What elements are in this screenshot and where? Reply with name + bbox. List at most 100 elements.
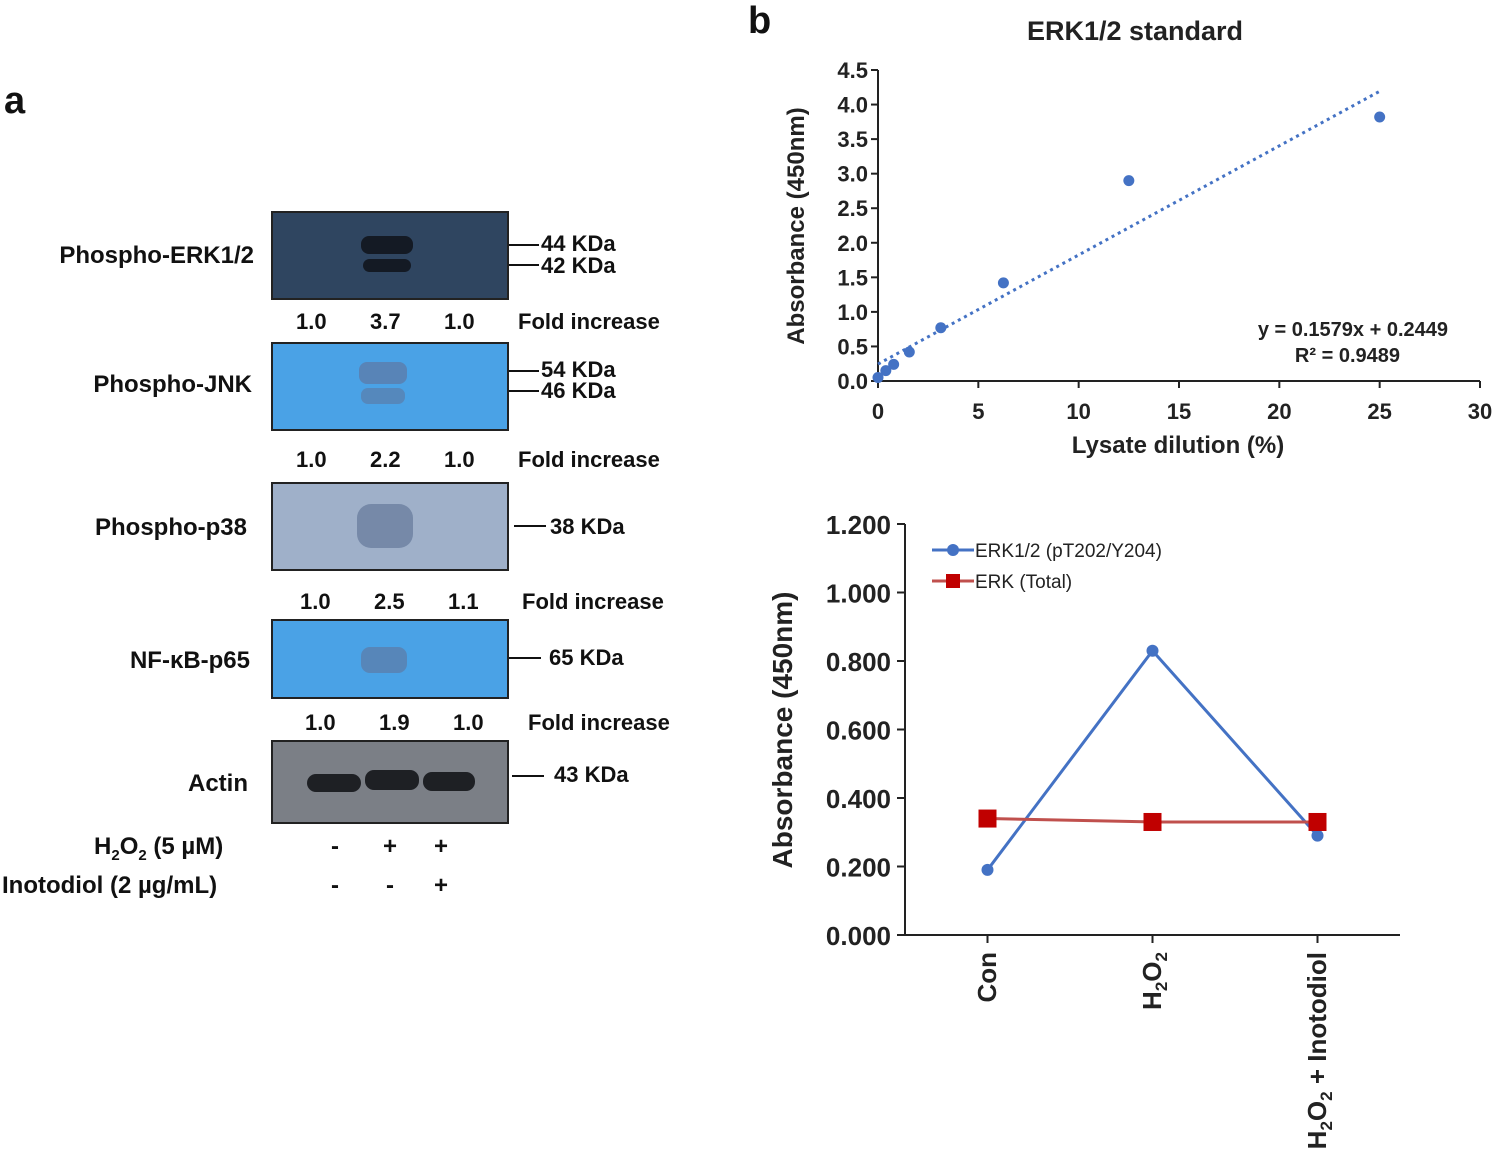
data-point (1143, 812, 1162, 831)
y-tick-label: 0.5 (837, 334, 868, 359)
y-tick-label: 2.5 (837, 196, 868, 221)
treatment-sign: - (331, 833, 339, 860)
fold-label: Fold increase (522, 589, 664, 614)
fold-value: 1.9 (379, 710, 410, 735)
blot-nfkb (271, 619, 509, 699)
x-axis-label: Lysate dilution (%) (1072, 432, 1284, 459)
trendline-equation: y = 0.1579x + 0.2449 (1258, 319, 1448, 341)
y-tick-label: 3.5 (837, 127, 868, 152)
fold-value: 1.0 (305, 710, 336, 735)
blot-label-perk: Phospho-ERK1/2 (59, 242, 254, 269)
category-label-con: Con (972, 952, 1002, 1003)
text: O (119, 833, 139, 860)
y-tick-label: 0.000 (826, 921, 891, 951)
panel-b-letter: b (748, 0, 772, 42)
fold-value: 1.0 (444, 309, 475, 334)
data-point (997, 277, 1009, 289)
band (357, 504, 413, 548)
y-tick-label: 4.0 (837, 93, 868, 118)
data-point (903, 346, 915, 358)
band (359, 362, 407, 384)
y-tick-label: 4.5 (837, 58, 868, 83)
x-tick-label: 0 (872, 399, 884, 424)
fold-value: 1.1 (448, 589, 479, 614)
x-tick-label: 10 (1066, 399, 1090, 424)
marker-line (512, 775, 544, 777)
marker-line (509, 657, 541, 659)
blot-pp38 (271, 482, 509, 571)
y-axis-label: Absorbance (450nm) (783, 107, 810, 344)
x-tick-label: 25 (1367, 399, 1391, 424)
standard-curve-chart: ERK1/2 standard 0.0 0.5 1.0 1.5 2.0 2.5 3.0 3.5… (783, 16, 1492, 459)
data-point (1374, 111, 1386, 123)
data-point (888, 358, 900, 370)
y-tick-label: 1.200 (826, 510, 891, 540)
marker-label: 42 KDa (541, 253, 616, 278)
chart-title: ERK1/2 standard (1027, 16, 1243, 46)
treatment-sign: - (386, 872, 394, 899)
subscript: 2 (111, 846, 120, 864)
x-tick-label: 30 (1468, 399, 1492, 424)
y-tick-label: 0.800 (826, 647, 891, 677)
y-tick-label: 0.400 (826, 784, 891, 814)
blot-label-nfkb: NF-κB-p65 (129, 647, 250, 674)
data-point (872, 372, 884, 384)
series-line (986, 648, 1319, 871)
data-point (1123, 175, 1135, 187)
legend-marker-erk12 (947, 544, 959, 556)
y-axis-label: Absorbance (450nm) (767, 592, 798, 869)
x-tick-label: 15 (1167, 399, 1191, 424)
plot-area-1: 0.0 0.5 1.0 1.5 2.0 2.5 3.0 3.5 4.0 4.5 0 5 10 15 20 25… (837, 58, 1492, 424)
band (361, 647, 407, 673)
treatment-sign: + (433, 872, 448, 899)
marker-label: 43 KDa (554, 762, 629, 787)
data-point (1146, 644, 1159, 657)
y-tick-label: 2.0 (837, 231, 868, 256)
x-tick-label: 20 (1267, 399, 1291, 424)
x-tick-label: 5 (972, 399, 984, 424)
y-tick-label: 0.600 (826, 716, 891, 746)
data-point (935, 322, 947, 334)
treatment-label-inotodiol: Inotodiol (2 µg/mL) (2, 872, 218, 899)
marker-label: 44 KDa (541, 231, 616, 256)
y-tick-label: 1.5 (837, 265, 868, 290)
treatment-label-h2o2: H2O2 (5 µM) (94, 833, 223, 864)
y-tick-label: 0.200 (826, 853, 891, 883)
data-point (978, 809, 997, 828)
band (361, 236, 413, 254)
legend-marker-erk-total (946, 574, 960, 588)
fold-label: Fold increase (518, 447, 660, 472)
treatment-sign: + (382, 833, 397, 860)
band (423, 772, 475, 791)
fold-value: 1.0 (296, 447, 327, 472)
band (307, 774, 361, 792)
band (365, 770, 419, 790)
blot-label-pjnk: Phospho-JNK (93, 371, 252, 398)
y-tick-label: 0.0 (837, 369, 868, 394)
trendline-r2: R² = 0.9489 (1295, 345, 1400, 367)
treatment-sign: + (433, 833, 448, 860)
plot-area-2: 0.000 0.200 0.400 0.600 0.800 1.000 1.200 (826, 510, 1400, 951)
y-tick-label: 1.000 (826, 579, 891, 609)
blot-perk (271, 211, 509, 300)
fold-value: 1.0 (296, 309, 327, 334)
subscript: 2 (138, 846, 147, 864)
band (361, 388, 405, 404)
fold-value: 1.0 (453, 710, 484, 735)
marker-line (509, 244, 539, 246)
fold-value: 2.2 (370, 447, 401, 472)
fold-label: Fold increase (518, 309, 660, 334)
blot-label-pp38: Phospho-p38 (94, 514, 247, 541)
marker-line (509, 264, 539, 266)
fold-value: 3.7 (370, 309, 401, 334)
category-label-h2o2: H2O2 (1137, 952, 1171, 1010)
text: H (94, 833, 112, 860)
marker-line (514, 525, 546, 527)
marker-label: 38 KDa (550, 514, 625, 539)
data-point (1311, 829, 1324, 842)
marker-label: 54 KDa (541, 357, 616, 382)
y-tick-label: 1.0 (837, 300, 868, 325)
text: (5 µM) (146, 833, 224, 860)
data-point (1308, 812, 1327, 831)
data-point (981, 863, 994, 876)
